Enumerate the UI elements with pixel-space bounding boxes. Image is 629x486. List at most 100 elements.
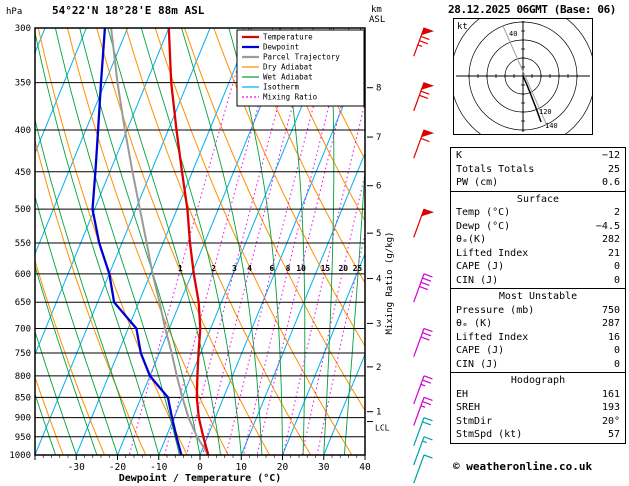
table-row: Pressure (mb) 750 — [451, 304, 625, 318]
dry-adiabat-line — [242, 28, 365, 285]
table-value: 750 — [601, 304, 620, 316]
table-row: Totals Totals 25 — [451, 163, 625, 177]
plot-area: 1 2 3 4 6 8 10 15 20 25 — [35, 28, 445, 455]
temp-tick-label: 0 — [197, 462, 203, 473]
mixing-ratio-line — [316, 232, 365, 455]
table-value: 2 — [613, 207, 620, 218]
table-label: Dewp (°C) — [456, 220, 511, 232]
temp-tick-label: 30 — [318, 462, 330, 473]
isotherm-line — [323, 353, 365, 455]
table-value: 21 — [607, 247, 620, 259]
table-row: PW (cm) 0.6 — [451, 176, 625, 190]
table-row: θₑ (K) 287 — [451, 317, 625, 331]
pressure-tick-label: 500 — [15, 205, 31, 215]
hodograph-frame — [453, 18, 593, 135]
table-label: K — [456, 150, 463, 161]
wind-barb — [413, 436, 433, 466]
km-tick-label: 3 — [376, 319, 381, 329]
datetime-title: 28.12.2025 06GMT (Base: 06) — [448, 3, 617, 16]
dry-adiabat-line — [271, 28, 365, 222]
temp-tick-label: -20 — [109, 462, 126, 473]
temp-tick-label: 20 — [277, 462, 289, 473]
wet-adiabat-line — [35, 392, 57, 455]
pressure-tick-label: 700 — [15, 325, 31, 335]
table-label: StmDir — [456, 415, 493, 427]
table-label: θₑ (K) — [456, 318, 493, 329]
km-tick-label: 1 — [376, 408, 381, 418]
table-section: Most Unstable Pressure (mb) 750 θₑ (K) 287 Li… — [451, 289, 625, 373]
table-label: CAPE (J) — [456, 345, 505, 356]
mixing-ratio-value-label: 8 — [286, 264, 291, 273]
table-row: CIN (J) 0 — [451, 358, 625, 372]
dry-adiabat-line — [389, 28, 445, 455]
pressure-tick-label: 950 — [15, 433, 31, 443]
table-section-header: Hodograph — [510, 375, 566, 386]
table-row: SREH 193 — [451, 401, 625, 415]
copyright: © weatheronline.co.uk — [453, 460, 593, 473]
hodograph-scale-label: 120 — [539, 108, 552, 116]
pressure-axis-unit: hPa — [6, 7, 22, 17]
table-value: 161 — [601, 388, 620, 400]
table-value: 25 — [607, 163, 620, 175]
table-label: Temp (°C) — [456, 207, 511, 218]
table-section: Surface Temp (°C) 2 Dewp (°C) −4.5 θₑ(K) 282 Li… — [451, 192, 625, 289]
table-value: 20° — [601, 415, 620, 427]
wind-barb — [413, 327, 433, 357]
pressure-tick-label: 450 — [15, 168, 31, 178]
table-label: CIN (J) — [456, 274, 499, 286]
km-tick-label: 2 — [376, 363, 381, 373]
isotherm-line — [282, 252, 365, 455]
km-axis-unit: km — [371, 5, 382, 15]
hodograph-diagonal — [502, 25, 549, 129]
mixing-ratio-value-label: 2 — [211, 264, 216, 273]
table-row: Temp (°C) 2 — [451, 206, 625, 220]
km-tick-label: 4 — [376, 275, 381, 285]
dry-adiabat-line — [359, 28, 365, 40]
pressure-tick-label: 600 — [15, 270, 31, 280]
table-row: StmSpd (kt) 57 — [451, 428, 625, 442]
hodograph-ring — [504, 57, 542, 95]
wind-barb — [413, 273, 433, 303]
hodograph: 40 120 140 kt — [453, 18, 593, 135]
table-label: θₑ(K) — [456, 234, 487, 245]
table-value: 0.6 — [601, 177, 620, 188]
table-label: CAPE (J) — [456, 261, 505, 272]
isotherm-line — [75, 28, 252, 455]
lcl-label: LCL — [375, 424, 390, 433]
temp-tick-label: 10 — [236, 462, 248, 473]
table-row: θₑ(K) 282 — [451, 233, 625, 247]
wind-barb — [413, 417, 433, 447]
table-label: Lifted Index — [456, 331, 529, 343]
x-axis-label: Dewpoint / Temperature (°C) — [119, 472, 282, 484]
table-label: SREH — [456, 402, 481, 413]
table-value: −12 — [601, 150, 620, 161]
indices-table: K −12 Totals Totals 25 PW (cm) 0.6 Surface Temp… — [450, 147, 626, 444]
table-row: K −12 — [451, 149, 625, 163]
legend-label: Temperature — [263, 33, 313, 42]
table-row: CIN (J) 0 — [451, 274, 625, 288]
wind-barb — [413, 129, 435, 159]
wind-barb — [413, 396, 433, 426]
mixing-ratio-value-label: 25 — [353, 264, 363, 273]
table-value: 0 — [613, 345, 620, 356]
table-value: 0 — [613, 274, 620, 286]
table-section-header: Surface — [516, 193, 560, 205]
legend-label: Mixing Ratio — [263, 93, 318, 102]
legend-box — [236, 29, 365, 107]
pressure-tick-label: 850 — [15, 393, 31, 403]
table-label: Pressure (mb) — [456, 304, 535, 316]
pressure-tick-label: 550 — [15, 239, 31, 249]
km-tick-label: 8 — [376, 84, 381, 94]
hodograph-ring — [468, 21, 578, 131]
mixing-ratio-line — [301, 172, 365, 455]
table-value: 287 — [601, 318, 620, 329]
table-label: EH — [456, 388, 469, 400]
table-row: EH 161 — [451, 388, 625, 402]
table-value: 0 — [613, 261, 620, 272]
station-title: 54°22'N 18°28'E 88m ASL — [52, 4, 205, 17]
skewt-diagram: 1 2 3 4 6 8 10 15 20 25TemperatureDewpointParcel … — [6, 4, 445, 484]
table-row: Dewp (°C) −4.5 — [451, 220, 625, 234]
pressure-tick-label: 350 — [15, 79, 31, 89]
table-row: Lifted Index 16 — [451, 331, 625, 345]
